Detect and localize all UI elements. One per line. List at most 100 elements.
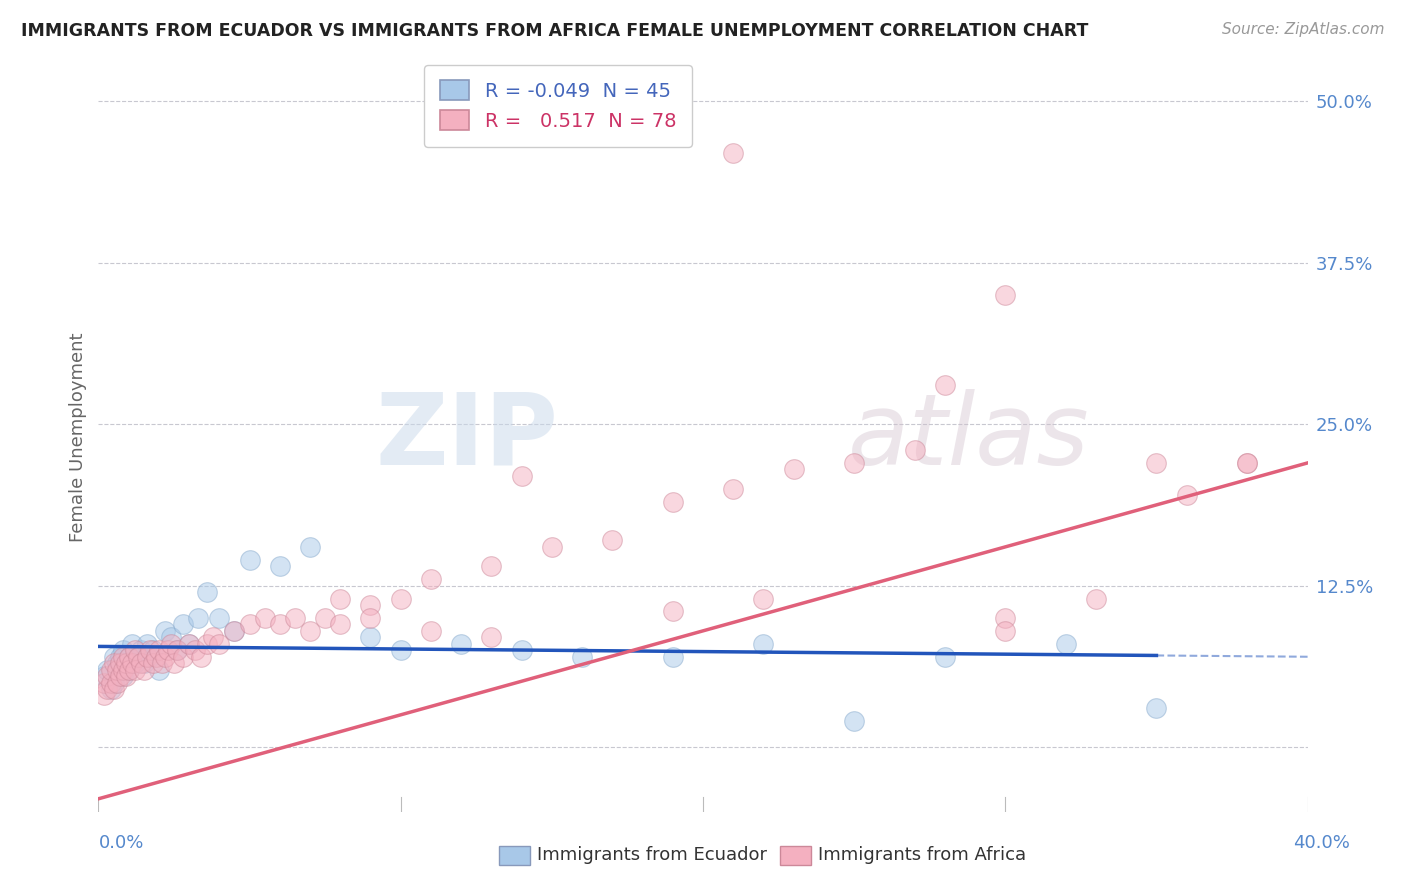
Point <box>389 643 412 657</box>
Point <box>224 624 246 638</box>
Point <box>127 649 149 664</box>
Point <box>105 675 128 690</box>
Point <box>284 611 307 625</box>
Point <box>481 630 503 644</box>
Point <box>752 591 775 606</box>
Point <box>510 468 533 483</box>
Point <box>166 643 188 657</box>
Point <box>148 663 170 677</box>
Point <box>1085 591 1108 606</box>
Point <box>389 591 412 606</box>
Text: 40.0%: 40.0% <box>1294 834 1350 852</box>
Point <box>105 663 128 677</box>
Point <box>111 663 134 677</box>
Point <box>934 649 956 664</box>
Point <box>190 649 212 664</box>
Point <box>994 288 1017 302</box>
Point <box>139 643 162 657</box>
Point <box>160 637 183 651</box>
Point <box>1175 488 1198 502</box>
Point <box>103 656 125 670</box>
Point <box>360 598 382 612</box>
Point <box>1054 637 1077 651</box>
Point <box>105 656 128 670</box>
Point <box>602 533 624 548</box>
Point <box>934 378 956 392</box>
Point <box>148 643 170 657</box>
Point <box>329 591 352 606</box>
Point <box>224 624 246 638</box>
Point <box>360 630 382 644</box>
Point <box>114 656 136 670</box>
Point <box>420 572 443 586</box>
Point <box>540 540 562 554</box>
Point <box>360 611 382 625</box>
Point <box>118 663 141 677</box>
Point <box>160 630 183 644</box>
Point <box>299 624 322 638</box>
Point <box>103 681 125 696</box>
Point <box>93 675 115 690</box>
Point <box>208 637 231 651</box>
Point <box>450 637 472 651</box>
Point <box>269 559 291 574</box>
Point <box>118 649 141 664</box>
Point <box>121 656 143 670</box>
Point <box>156 643 179 657</box>
Point <box>195 585 218 599</box>
Point <box>202 630 225 644</box>
Text: Source: ZipAtlas.com: Source: ZipAtlas.com <box>1222 22 1385 37</box>
Point <box>100 675 122 690</box>
Point <box>510 643 533 657</box>
Text: Immigrants from Ecuador: Immigrants from Ecuador <box>537 847 768 864</box>
Point <box>142 643 165 657</box>
Point <box>239 617 262 632</box>
Y-axis label: Female Unemployment: Female Unemployment <box>69 333 87 541</box>
Point <box>103 675 125 690</box>
Text: ZIP: ZIP <box>375 389 558 485</box>
Point <box>108 649 131 664</box>
Point <box>108 656 131 670</box>
Point <box>166 643 188 657</box>
Point <box>481 559 503 574</box>
Point <box>420 624 443 638</box>
Point <box>124 643 146 657</box>
Point <box>172 617 194 632</box>
Point <box>994 624 1017 638</box>
Point <box>124 663 146 677</box>
Point <box>172 649 194 664</box>
Point <box>100 663 122 677</box>
Point <box>135 637 157 651</box>
Legend: R = -0.049  N = 45, R =   0.517  N = 78: R = -0.049 N = 45, R = 0.517 N = 78 <box>425 64 692 146</box>
Point <box>118 663 141 677</box>
Point <box>299 540 322 554</box>
Point <box>195 637 218 651</box>
Point <box>844 714 866 729</box>
Point <box>153 649 176 664</box>
Point <box>314 611 336 625</box>
Point <box>179 637 201 651</box>
Point <box>150 656 173 670</box>
Point <box>132 656 155 670</box>
Point <box>124 656 146 670</box>
Point <box>114 656 136 670</box>
Point <box>208 611 231 625</box>
Text: Immigrants from Africa: Immigrants from Africa <box>818 847 1026 864</box>
Point <box>145 649 167 664</box>
Point <box>269 617 291 632</box>
Point <box>184 643 207 657</box>
Point <box>239 553 262 567</box>
Point <box>661 649 683 664</box>
Point <box>723 482 745 496</box>
Point <box>187 611 209 625</box>
Point <box>783 462 806 476</box>
Point <box>661 605 683 619</box>
Point <box>179 637 201 651</box>
Point <box>108 663 131 677</box>
Point <box>132 663 155 677</box>
Point <box>139 649 162 664</box>
Point <box>127 649 149 664</box>
Point <box>111 643 134 657</box>
Point <box>571 649 593 664</box>
Point <box>1144 701 1167 715</box>
